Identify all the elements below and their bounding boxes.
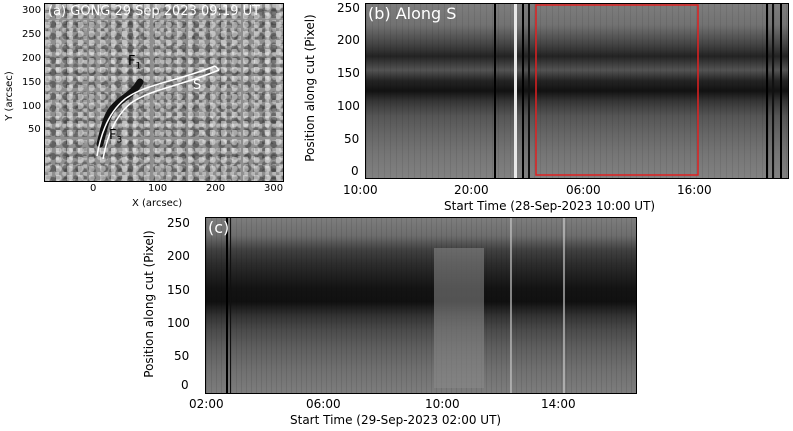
a-y-tick: 100	[22, 101, 42, 112]
s-annotation: S	[193, 78, 202, 93]
a-x-tick: 300	[264, 183, 284, 194]
gong-image-panel: (a) GONG 29 Sep 2023 09:19 UT F1 F3 S	[44, 3, 284, 182]
data-gap-line	[522, 4, 524, 178]
panel-b-label: (b) Along S	[368, 4, 457, 23]
c-x-tick: 02:00	[189, 397, 224, 411]
data-gap-line	[528, 4, 530, 178]
b-x-tick: 10:00	[343, 183, 378, 197]
b-x-axis-label: Start Time (28-Sep-2023 10:00 UT)	[444, 199, 656, 213]
f1-annotation: F1	[128, 54, 141, 72]
a-y-tick: 150	[22, 77, 42, 88]
cut-s-endcap	[214, 65, 220, 71]
a-x-tick: 0	[90, 183, 97, 194]
data-gap-line	[226, 218, 228, 393]
b-x-tick: 16:00	[677, 183, 712, 197]
a-x-axis-label: X (arcsec)	[132, 198, 183, 209]
data-gap-line	[772, 4, 774, 178]
f3-letter: F	[109, 128, 117, 143]
b-y-axis-label: Position along cut (Pixel)	[303, 14, 317, 162]
panel-c-overlay	[226, 218, 565, 393]
c-y-tick: 150	[167, 283, 190, 297]
b-y-tick: 50	[344, 132, 360, 146]
b-x-tick: 06:00	[566, 183, 601, 197]
filament-cut-overlay	[96, 65, 220, 160]
panel-a-label: (a) GONG 29 Sep 2023 09:19 UT	[48, 4, 261, 19]
data-gap-line	[780, 4, 782, 178]
timeslice-along-s-panel: (b) Along S	[365, 3, 789, 179]
c-x-tick: 10:00	[425, 397, 460, 411]
a-y-tick: 200	[22, 53, 42, 64]
data-gap-line	[563, 218, 565, 393]
f3-subscript: 3	[116, 135, 123, 146]
c-x-axis-label: Start Time (29-Sep-2023 02:00 UT)	[290, 413, 502, 427]
smoothed-region	[434, 248, 484, 388]
a-x-tick: 100	[148, 183, 168, 194]
data-gap-line	[494, 4, 496, 178]
a-y-tick: 250	[22, 29, 42, 40]
b-y-tick: 150	[337, 66, 360, 80]
data-gap-line	[510, 218, 512, 393]
highlight-rectangle	[535, 4, 699, 176]
b-y-tick: 200	[337, 33, 360, 47]
c-y-tick: 0	[181, 378, 189, 392]
cut-s-line-outer	[96, 65, 216, 157]
b-y-tick: 0	[351, 164, 359, 178]
panel-c-label: (c)	[208, 218, 230, 237]
a-y-tick: 50	[28, 124, 41, 135]
b-y-tick: 100	[337, 99, 360, 113]
data-gap-line	[766, 4, 768, 178]
c-y-tick: 100	[167, 316, 190, 330]
a-x-tick: 200	[206, 183, 226, 194]
c-y-axis-label: Position along cut (Pixel)	[142, 230, 156, 378]
c-x-tick: 14:00	[541, 397, 576, 411]
data-gap-line	[514, 4, 517, 178]
timeslice-zoom-panel: (c)	[205, 217, 637, 394]
a-y-axis-label: Y (arcsec)	[4, 71, 15, 121]
c-x-tick: 06:00	[306, 397, 341, 411]
b-y-tick: 250	[337, 1, 360, 15]
data-gap-line	[230, 218, 231, 393]
b-x-tick: 20:00	[454, 183, 489, 197]
c-y-tick: 250	[167, 216, 190, 230]
c-y-tick: 200	[167, 249, 190, 263]
a-y-tick: 300	[22, 5, 42, 16]
cut-s-line-inner	[102, 69, 220, 160]
panel-b-overlay	[494, 4, 782, 178]
f1-subscript: 1	[135, 61, 142, 72]
c-y-tick: 50	[174, 349, 190, 363]
f3-annotation: F3	[109, 128, 122, 146]
f1-letter: F	[128, 54, 136, 69]
